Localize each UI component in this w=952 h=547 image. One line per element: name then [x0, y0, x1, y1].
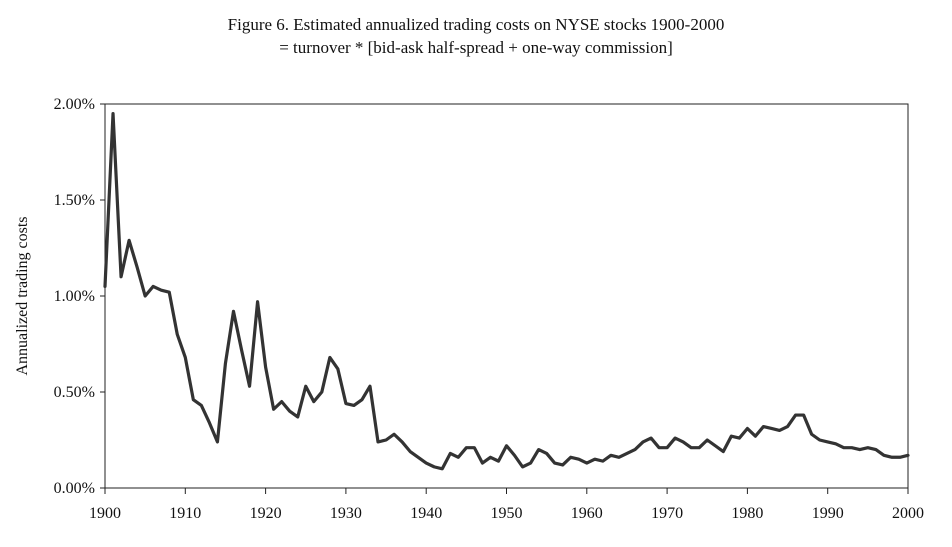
- x-tick-label: 1940: [410, 505, 442, 522]
- y-tick-label: 0.00%: [54, 480, 95, 497]
- series-line-trading-costs: [103, 111, 910, 471]
- plot-area-frame: [104, 103, 909, 489]
- x-tick-label: 1930: [330, 505, 362, 522]
- chart-subtitle: = turnover * [bid-ask half-spread + one-…: [279, 38, 673, 57]
- y-tick-label: 1.50%: [54, 192, 95, 209]
- y-tick-label: 0.50%: [54, 384, 95, 401]
- x-tick-label: 1920: [250, 505, 282, 522]
- x-tick-label: 1900: [89, 505, 121, 522]
- x-tick-label: 1960: [571, 505, 603, 522]
- x-tick-label: 1990: [812, 505, 844, 522]
- x-tick-label: 1910: [169, 505, 201, 522]
- chart-title: Figure 6. Estimated annualized trading c…: [227, 15, 725, 34]
- y-tick-label: 1.00%: [54, 288, 95, 305]
- y-axis-label: Annualized trading costs: [14, 216, 31, 375]
- x-tick-label: 2000: [892, 505, 924, 522]
- y-tick-label: 2.00%: [54, 96, 95, 113]
- x-tick-label: 1970: [651, 505, 683, 522]
- x-tick-label: 1950: [491, 505, 523, 522]
- x-tick-label: 1980: [731, 505, 763, 522]
